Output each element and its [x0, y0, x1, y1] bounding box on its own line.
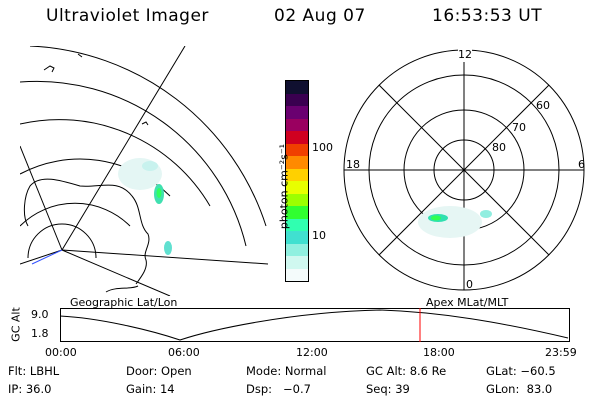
altitude-xtick-0600: 06:00 [168, 346, 200, 359]
info-ip: IP: 36.0 [8, 382, 52, 396]
colorbar-swatch [286, 268, 308, 281]
colorbar-swatch [286, 81, 308, 94]
instrument-title: Ultraviolet Imager [46, 6, 209, 26]
info-dsp: Dsp: −0.7 [246, 382, 311, 396]
info-door: Door: Open [126, 364, 192, 378]
colorbar-swatch [286, 131, 308, 144]
observation-time: 16:53:53 UT [432, 6, 543, 26]
geographic-map [20, 46, 269, 296]
altitude-ytick-low: 1.8 [31, 327, 49, 340]
info-glat: GLat: −60.5 [486, 364, 556, 378]
colorbar-swatch [286, 118, 308, 131]
colorbar-swatch [286, 231, 308, 244]
colorbar-swatch [286, 181, 308, 194]
colorbar-swatch [286, 256, 308, 269]
apex-caption: Apex MLat/MLT [426, 296, 509, 309]
mlat-label-80: 80 [492, 141, 506, 154]
info-gc-alt: GC Alt: 8.6 Re [366, 364, 447, 378]
info-mode: Mode: Normal [246, 364, 327, 378]
altitude-ytick-high: 9.0 [31, 308, 49, 321]
mlt-label-12: 12 [458, 48, 472, 61]
colorbar-swatch [286, 93, 308, 106]
colorbar-swatch [286, 206, 308, 219]
mlt-label-18: 18 [346, 158, 360, 171]
colorbar-tick-100: 100 [312, 141, 333, 154]
info-filter: Flt: LBHL [8, 364, 60, 378]
info-seq: Seq: 39 [366, 382, 410, 396]
colorbar-swatch [286, 156, 308, 169]
mlt-label-12-backdrop [458, 48, 472, 62]
info-gain: Gain: 14 [126, 382, 175, 396]
altitude-xtick-1800: 18:00 [423, 346, 455, 359]
mlt-label-6: 6 [578, 158, 585, 171]
mlt-label-0: 0 [466, 278, 473, 291]
geographic-caption: Geographic Lat/Lon [70, 296, 178, 309]
colorbar-unit-label: photon cm⁻²s⁻¹ [277, 143, 291, 230]
colorbar-swatch [286, 168, 308, 181]
altitude-plot [60, 308, 570, 342]
mlat-label-60: 60 [536, 99, 550, 112]
altitude-xtick-1200: 12:00 [296, 346, 328, 359]
colorbar-swatch [286, 106, 308, 119]
colorbar-swatch [286, 143, 308, 156]
observation-date: 02 Aug 07 [274, 6, 366, 26]
colorbar-tick-10: 10 [312, 229, 326, 242]
mlat-label-70: 70 [512, 121, 526, 134]
altitude-ylabel: GC Alt [9, 307, 23, 342]
colorbar-swatch [286, 218, 308, 231]
info-glon: GLon: 83.0 [486, 382, 553, 396]
altitude-xtick-2359: 23:59 [545, 346, 577, 359]
polar-plot [343, 48, 585, 291]
colorbar-swatch [286, 243, 308, 256]
colorbar-swatch [286, 193, 308, 206]
colorbar [285, 80, 309, 282]
altitude-xtick-0000: 00:00 [45, 346, 77, 359]
